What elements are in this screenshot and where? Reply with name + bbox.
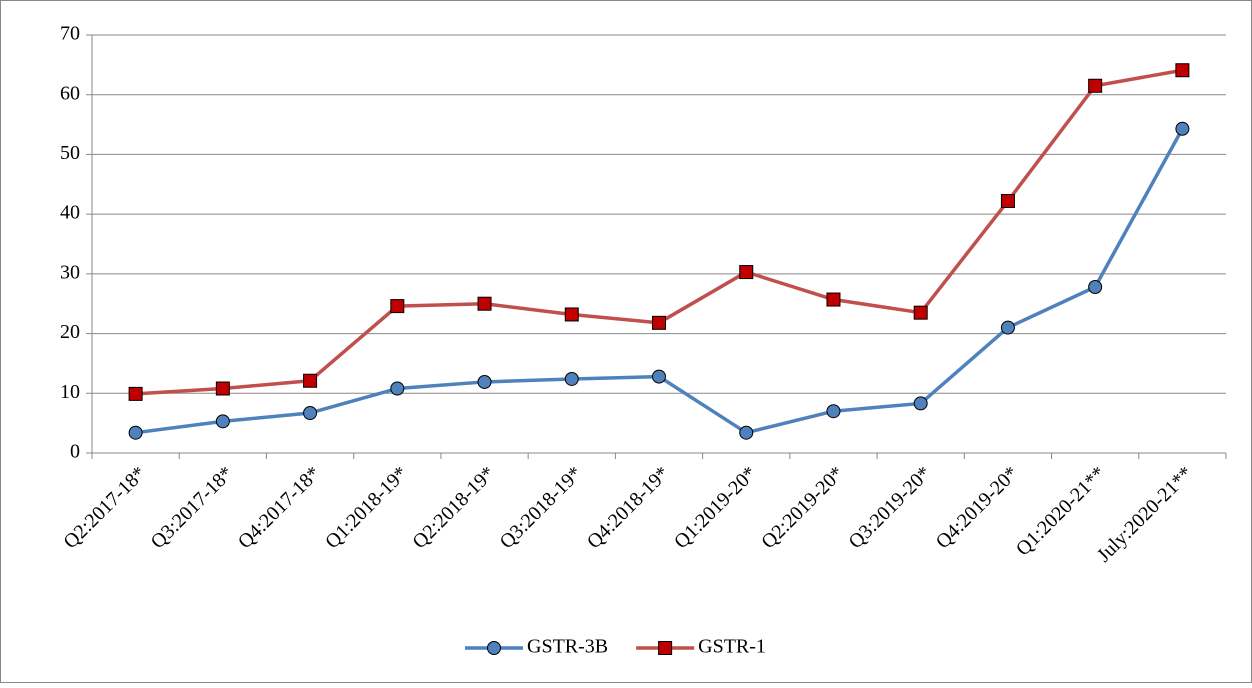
point xyxy=(1088,78,1103,93)
point xyxy=(739,265,754,280)
legend-label: GSTR-1 xyxy=(698,636,766,658)
point xyxy=(913,396,928,411)
point xyxy=(390,381,405,396)
point xyxy=(564,307,579,322)
legend-label: GSTR-3B xyxy=(527,636,608,658)
point xyxy=(1175,63,1190,78)
y-tick-label: 10 xyxy=(60,381,80,403)
point xyxy=(913,305,928,320)
point xyxy=(128,386,143,401)
point xyxy=(477,374,492,389)
point xyxy=(652,369,666,384)
y-tick-label: 70 xyxy=(60,23,80,45)
legend-marker xyxy=(487,641,501,655)
legend-marker xyxy=(658,641,673,655)
point xyxy=(652,315,666,330)
point xyxy=(826,292,841,307)
point xyxy=(1000,194,1015,209)
point xyxy=(215,381,230,396)
y-tick-label: 40 xyxy=(60,202,80,224)
point xyxy=(1000,320,1015,335)
point xyxy=(826,404,841,419)
point xyxy=(739,425,754,440)
y-tick-label: 0 xyxy=(70,441,80,463)
point xyxy=(564,371,579,386)
y-tick-label: 30 xyxy=(60,261,80,283)
point xyxy=(303,405,318,420)
point xyxy=(215,414,230,429)
point xyxy=(128,425,143,440)
point xyxy=(1088,279,1103,294)
point xyxy=(1175,121,1190,136)
point xyxy=(477,296,492,311)
point xyxy=(390,299,405,314)
y-tick-label: 60 xyxy=(60,82,80,104)
y-tick-label: 50 xyxy=(60,142,80,164)
y-tick-label: 20 xyxy=(60,321,80,343)
point xyxy=(303,373,318,388)
